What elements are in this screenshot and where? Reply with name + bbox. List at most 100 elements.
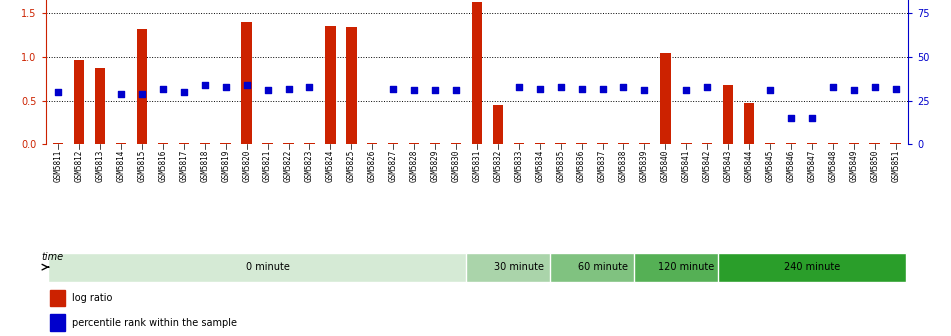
Text: GSM5816: GSM5816: [159, 150, 167, 182]
Point: [784, 116, 799, 121]
Bar: [179, 143, 189, 144]
Point: [155, 86, 170, 91]
Point: [867, 84, 883, 89]
Point: [176, 89, 191, 95]
Text: GSM5815: GSM5815: [138, 150, 146, 182]
Text: GSM5832: GSM5832: [494, 150, 502, 182]
Point: [888, 86, 903, 91]
Text: GSM5848: GSM5848: [828, 150, 837, 182]
Bar: [890, 143, 901, 144]
Bar: [765, 143, 775, 144]
Text: log ratio: log ratio: [71, 293, 112, 303]
Bar: [576, 143, 587, 144]
Text: GSM5817: GSM5817: [180, 150, 188, 182]
Bar: [262, 143, 273, 144]
Text: GSM5834: GSM5834: [535, 150, 544, 182]
Text: 0 minute: 0 minute: [245, 262, 289, 272]
Text: GSM5840: GSM5840: [661, 150, 670, 182]
Text: GSM5826: GSM5826: [368, 150, 377, 182]
Text: GSM5846: GSM5846: [786, 150, 795, 182]
Bar: [50, 290, 66, 306]
Point: [50, 89, 66, 95]
Bar: [200, 143, 210, 144]
Point: [197, 82, 212, 88]
Bar: [304, 143, 315, 144]
Point: [239, 82, 254, 88]
Bar: [514, 143, 524, 144]
Bar: [325, 26, 336, 144]
Point: [385, 86, 400, 91]
Text: GSM5828: GSM5828: [410, 150, 418, 182]
Bar: [137, 29, 147, 144]
Bar: [242, 22, 252, 144]
Bar: [95, 69, 106, 144]
FancyBboxPatch shape: [48, 253, 488, 282]
Bar: [744, 103, 754, 144]
Bar: [869, 143, 880, 144]
Text: 30 minute: 30 minute: [494, 262, 544, 272]
Text: GSM5830: GSM5830: [452, 150, 460, 182]
Point: [113, 91, 128, 96]
Point: [281, 86, 296, 91]
Bar: [74, 60, 85, 144]
Bar: [723, 85, 733, 144]
Point: [427, 88, 442, 93]
Bar: [116, 143, 126, 144]
Bar: [367, 143, 378, 144]
Text: GSM5835: GSM5835: [556, 150, 565, 182]
Bar: [681, 143, 691, 144]
Text: GSM5824: GSM5824: [326, 150, 335, 182]
Bar: [639, 143, 650, 144]
Point: [134, 91, 149, 96]
Bar: [430, 143, 440, 144]
Text: GSM5829: GSM5829: [431, 150, 439, 182]
Bar: [388, 143, 398, 144]
Point: [846, 88, 862, 93]
Text: GSM5842: GSM5842: [703, 150, 711, 182]
Text: GSM5833: GSM5833: [514, 150, 523, 182]
Bar: [618, 143, 629, 144]
Bar: [702, 143, 712, 144]
Text: GSM5811: GSM5811: [53, 150, 63, 182]
Text: GSM5818: GSM5818: [201, 150, 209, 182]
Point: [301, 84, 317, 89]
Bar: [806, 143, 817, 144]
Point: [574, 86, 590, 91]
Text: GSM5844: GSM5844: [745, 150, 753, 182]
Point: [805, 116, 820, 121]
Bar: [786, 143, 796, 144]
Bar: [555, 143, 566, 144]
Text: GSM5850: GSM5850: [870, 150, 880, 182]
Point: [700, 84, 715, 89]
Point: [679, 88, 694, 93]
Text: 60 minute: 60 minute: [577, 262, 628, 272]
FancyBboxPatch shape: [466, 253, 572, 282]
FancyBboxPatch shape: [634, 253, 739, 282]
Text: GSM5822: GSM5822: [284, 150, 293, 182]
Text: GSM5823: GSM5823: [305, 150, 314, 182]
Point: [595, 86, 611, 91]
Bar: [827, 143, 838, 144]
Point: [533, 86, 548, 91]
Bar: [50, 314, 66, 331]
Text: 120 minute: 120 minute: [658, 262, 714, 272]
Text: GSM5839: GSM5839: [640, 150, 649, 182]
Bar: [53, 143, 64, 144]
Point: [260, 88, 275, 93]
Text: 240 minute: 240 minute: [784, 262, 840, 272]
Bar: [451, 143, 461, 144]
Text: GSM5819: GSM5819: [222, 150, 230, 182]
Point: [406, 88, 421, 93]
Text: GSM5836: GSM5836: [577, 150, 586, 182]
Text: GSM5820: GSM5820: [243, 150, 251, 182]
FancyBboxPatch shape: [551, 253, 655, 282]
Bar: [409, 143, 419, 144]
Text: GSM5831: GSM5831: [473, 150, 481, 182]
Text: GSM5843: GSM5843: [724, 150, 732, 182]
Text: time: time: [42, 252, 64, 261]
Point: [448, 88, 463, 93]
Text: GSM5841: GSM5841: [682, 150, 690, 182]
Bar: [158, 143, 168, 144]
FancyBboxPatch shape: [718, 253, 906, 282]
Point: [616, 84, 631, 89]
